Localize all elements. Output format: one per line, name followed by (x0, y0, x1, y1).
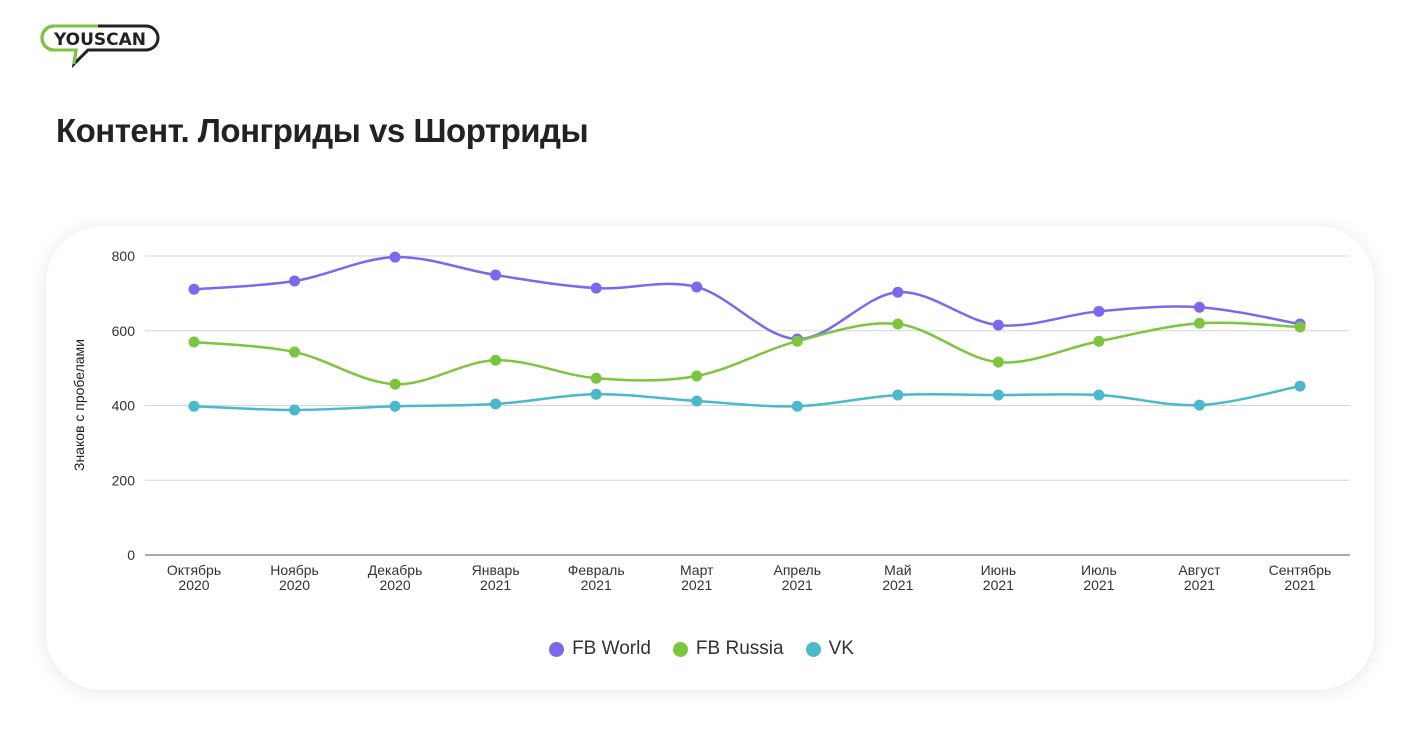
series-line (193, 384, 1301, 412)
data-point (1093, 335, 1105, 347)
data-point (1294, 380, 1306, 392)
data-point (389, 251, 401, 263)
x-tick-label: Декабрь (368, 562, 423, 578)
data-point (1193, 301, 1205, 313)
data-point (188, 283, 200, 295)
x-tick-label: Май (884, 562, 911, 578)
x-tick-label: 2021 (882, 577, 913, 593)
legend-label: FB Russia (695, 638, 784, 659)
data-point (188, 400, 200, 412)
data-point (289, 346, 301, 358)
x-tick-label: 2021 (480, 577, 511, 593)
data-point (490, 398, 502, 410)
data-point (1193, 317, 1205, 329)
data-point (289, 404, 301, 416)
data-point (892, 389, 904, 401)
data-point (1093, 389, 1105, 401)
youscan-logo: YOUSCAN (38, 22, 163, 75)
data-point (289, 275, 301, 287)
data-point (389, 400, 401, 412)
legend-item[interactable]: VK (805, 638, 854, 660)
data-point (490, 354, 502, 366)
data-point (389, 378, 401, 390)
page-title: Контент. Лонгриды vs Шортриды (56, 112, 589, 149)
data-point (590, 282, 602, 294)
x-tick-label: Июль (1081, 562, 1117, 578)
chart-legend: FB World FB Russia VK (0, 638, 1403, 660)
legend-label: VK (828, 638, 854, 659)
x-tick-label: 2021 (782, 577, 813, 593)
x-tick-label: Ноябрь (270, 562, 319, 578)
x-tick-label: Январь (472, 562, 520, 578)
x-tick-label: Июнь (981, 562, 1017, 578)
logo-text: YOUSCAN (53, 30, 146, 50)
x-tick-label: 2020 (178, 577, 209, 593)
y-tick-label: 600 (112, 323, 136, 339)
legend-dot-icon (672, 641, 688, 657)
data-point (691, 395, 703, 407)
x-tick-label: 2021 (983, 577, 1014, 593)
x-tick-label: 2020 (380, 577, 411, 593)
series-line (193, 255, 1301, 341)
data-point (1193, 399, 1205, 411)
x-tick-label: 2021 (1284, 577, 1315, 593)
data-point (188, 336, 200, 348)
x-tick-label: Август (1178, 562, 1221, 578)
x-tick-label: 2021 (581, 577, 612, 593)
data-point (590, 388, 602, 400)
data-point (992, 319, 1004, 331)
y-tick-label: 0 (127, 547, 135, 563)
y-tick-label: 800 (112, 248, 136, 264)
data-point (1093, 305, 1105, 317)
x-tick-label: Сентябрь (1269, 562, 1332, 578)
x-tick-label: Апрель (774, 562, 822, 578)
data-point (992, 356, 1004, 368)
x-tick-label: 2021 (681, 577, 712, 593)
x-tick-label: 2021 (1083, 577, 1114, 593)
y-tick-label: 200 (112, 472, 136, 488)
data-point (1294, 321, 1306, 333)
legend-item[interactable]: FB Russia (672, 638, 784, 660)
legend-dot-icon (805, 641, 821, 657)
y-tick-label: 400 (112, 398, 136, 414)
x-tick-label: Март (680, 562, 714, 578)
data-point (590, 372, 602, 384)
data-point (892, 318, 904, 330)
data-point (691, 281, 703, 293)
legend-item[interactable]: FB World (549, 638, 651, 660)
y-axis-label: Знаков с пробелами (71, 339, 87, 471)
x-tick-label: 2021 (1184, 577, 1215, 593)
legend-label: FB World (572, 638, 651, 659)
x-tick-label: Октябрь (167, 562, 221, 578)
data-point (691, 370, 703, 382)
series-line (193, 321, 1301, 386)
data-point (791, 335, 803, 347)
x-tick-label: 2020 (279, 577, 310, 593)
legend-dot-icon (549, 641, 565, 657)
data-point (791, 400, 803, 412)
chart-card (46, 226, 1374, 690)
data-point (992, 389, 1004, 401)
data-point (490, 269, 502, 281)
x-tick-label: Февраль (568, 562, 625, 578)
data-point (892, 286, 904, 298)
